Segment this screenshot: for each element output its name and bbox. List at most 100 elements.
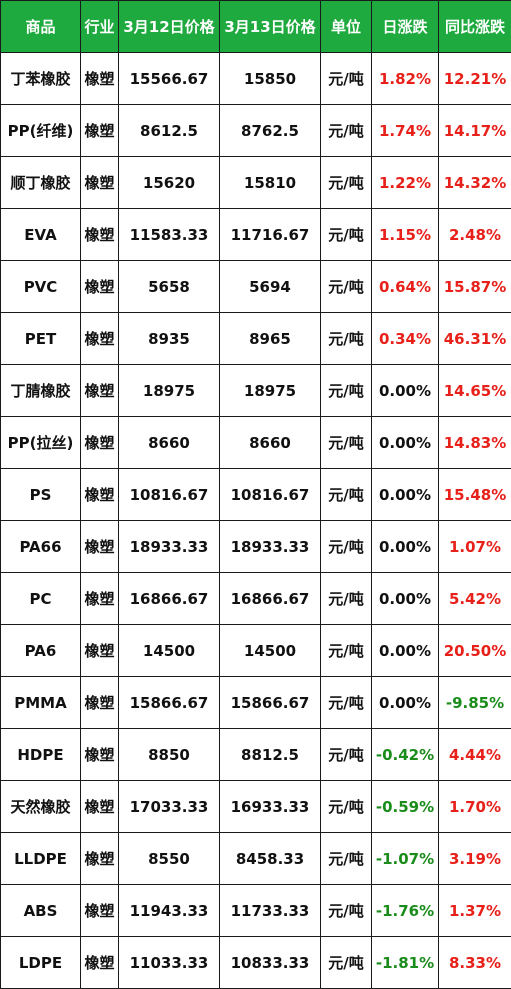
cell-product: 顺丁橡胶 (0, 156, 81, 209)
cell-unit: 元/吨 (320, 884, 372, 937)
cell-daily-change: 1.74% (371, 104, 439, 157)
cell-price-0312: 10816.67 (118, 468, 220, 521)
cell-industry: 橡塑 (80, 728, 119, 781)
cell-daily-change: -1.81% (371, 936, 439, 989)
cell-yoy-change: 14.17% (438, 104, 511, 157)
cell-yoy-change: 12.21% (438, 52, 511, 105)
cell-price-0313: 8965 (219, 312, 321, 365)
cell-unit: 元/吨 (320, 260, 372, 313)
cell-daily-change: 1.15% (371, 208, 439, 261)
cell-product: 丁苯橡胶 (0, 52, 81, 105)
cell-price-0312: 8612.5 (118, 104, 220, 157)
cell-yoy-change: -9.85% (438, 676, 511, 729)
cell-industry: 橡塑 (80, 520, 119, 573)
cell-price-0312: 8935 (118, 312, 220, 365)
cell-unit: 元/吨 (320, 676, 372, 729)
table-row: PA66 橡塑 18933.33 18933.33 元/吨 0.00% 1.07% (0, 520, 511, 573)
cell-price-0312: 16866.67 (118, 572, 220, 625)
cell-price-0312: 11033.33 (118, 936, 220, 989)
cell-price-0312: 8550 (118, 832, 220, 885)
cell-daily-change: 0.00% (371, 416, 439, 469)
cell-price-0312: 8660 (118, 416, 220, 469)
cell-daily-change: 0.00% (371, 624, 439, 677)
cell-industry: 橡塑 (80, 676, 119, 729)
header-row: 商品 行业 3月12日价格 3月13日价格 单位 日涨跌 同比涨跌 (0, 0, 511, 53)
cell-price-0313: 18933.33 (219, 520, 321, 573)
table-row: ABS 橡塑 11943.33 11733.33 元/吨 -1.76% 1.37% (0, 884, 511, 937)
cell-unit: 元/吨 (320, 572, 372, 625)
cell-yoy-change: 14.83% (438, 416, 511, 469)
cell-daily-change: 0.64% (371, 260, 439, 313)
cell-unit: 元/吨 (320, 416, 372, 469)
cell-yoy-change: 14.32% (438, 156, 511, 209)
cell-industry: 橡塑 (80, 416, 119, 469)
cell-price-0312: 11583.33 (118, 208, 220, 261)
cell-product: PVC (0, 260, 81, 313)
cell-price-0312: 8850 (118, 728, 220, 781)
table-row: PC 橡塑 16866.67 16866.67 元/吨 0.00% 5.42% (0, 572, 511, 625)
cell-product: PC (0, 572, 81, 625)
cell-unit: 元/吨 (320, 156, 372, 209)
cell-unit: 元/吨 (320, 468, 372, 521)
cell-price-0313: 5694 (219, 260, 321, 313)
table-header: 商品 行业 3月12日价格 3月13日价格 单位 日涨跌 同比涨跌 (0, 0, 511, 53)
cell-product: PMMA (0, 676, 81, 729)
cell-unit: 元/吨 (320, 624, 372, 677)
cell-industry: 橡塑 (80, 156, 119, 209)
cell-price-0312: 17033.33 (118, 780, 220, 833)
table-row: LDPE 橡塑 11033.33 10833.33 元/吨 -1.81% 8.33% (0, 936, 511, 989)
header-daily-change: 日涨跌 (371, 0, 439, 53)
cell-yoy-change: 15.48% (438, 468, 511, 521)
header-yoy-change: 同比涨跌 (438, 0, 511, 53)
table-row: PS 橡塑 10816.67 10816.67 元/吨 0.00% 15.48% (0, 468, 511, 521)
cell-unit: 元/吨 (320, 312, 372, 365)
cell-daily-change: 0.00% (371, 676, 439, 729)
cell-yoy-change: 46.31% (438, 312, 511, 365)
cell-product: ABS (0, 884, 81, 937)
cell-unit: 元/吨 (320, 364, 372, 417)
cell-product: PP(纤维) (0, 104, 81, 157)
cell-daily-change: 0.00% (371, 572, 439, 625)
cell-unit: 元/吨 (320, 520, 372, 573)
table-row: 丁腈橡胶 橡塑 18975 18975 元/吨 0.00% 14.65% (0, 364, 511, 417)
cell-price-0312: 15866.67 (118, 676, 220, 729)
cell-yoy-change: 1.07% (438, 520, 511, 573)
cell-industry: 橡塑 (80, 624, 119, 677)
cell-price-0313: 11733.33 (219, 884, 321, 937)
cell-daily-change: -0.59% (371, 780, 439, 833)
table-row: PA6 橡塑 14500 14500 元/吨 0.00% 20.50% (0, 624, 511, 677)
cell-yoy-change: 3.19% (438, 832, 511, 885)
cell-unit: 元/吨 (320, 728, 372, 781)
cell-daily-change: -1.07% (371, 832, 439, 885)
cell-price-0313: 15866.67 (219, 676, 321, 729)
cell-price-0313: 8762.5 (219, 104, 321, 157)
cell-product: HDPE (0, 728, 81, 781)
cell-unit: 元/吨 (320, 208, 372, 261)
cell-daily-change: 1.22% (371, 156, 439, 209)
cell-yoy-change: 1.37% (438, 884, 511, 937)
cell-price-0313: 15850 (219, 52, 321, 105)
cell-price-0313: 16866.67 (219, 572, 321, 625)
cell-price-0313: 10833.33 (219, 936, 321, 989)
table-row: LLDPE 橡塑 8550 8458.33 元/吨 -1.07% 3.19% (0, 832, 511, 885)
cell-industry: 橡塑 (80, 884, 119, 937)
cell-price-0312: 11943.33 (118, 884, 220, 937)
cell-price-0312: 15620 (118, 156, 220, 209)
cell-price-0313: 10816.67 (219, 468, 321, 521)
cell-product: PET (0, 312, 81, 365)
cell-industry: 橡塑 (80, 312, 119, 365)
table-row: PMMA 橡塑 15866.67 15866.67 元/吨 0.00% -9.85% (0, 676, 511, 729)
cell-product: EVA (0, 208, 81, 261)
cell-daily-change: -1.76% (371, 884, 439, 937)
table-row: 顺丁橡胶 橡塑 15620 15810 元/吨 1.22% 14.32% (0, 156, 511, 209)
table-row: 丁苯橡胶 橡塑 15566.67 15850 元/吨 1.82% 12.21% (0, 52, 511, 105)
cell-daily-change: 0.34% (371, 312, 439, 365)
table-row: PET 橡塑 8935 8965 元/吨 0.34% 46.31% (0, 312, 511, 365)
cell-product: PA66 (0, 520, 81, 573)
header-unit: 单位 (320, 0, 372, 53)
table-row: EVA 橡塑 11583.33 11716.67 元/吨 1.15% 2.48% (0, 208, 511, 261)
cell-product: 丁腈橡胶 (0, 364, 81, 417)
cell-product: PA6 (0, 624, 81, 677)
table-row: PP(纤维) 橡塑 8612.5 8762.5 元/吨 1.74% 14.17% (0, 104, 511, 157)
